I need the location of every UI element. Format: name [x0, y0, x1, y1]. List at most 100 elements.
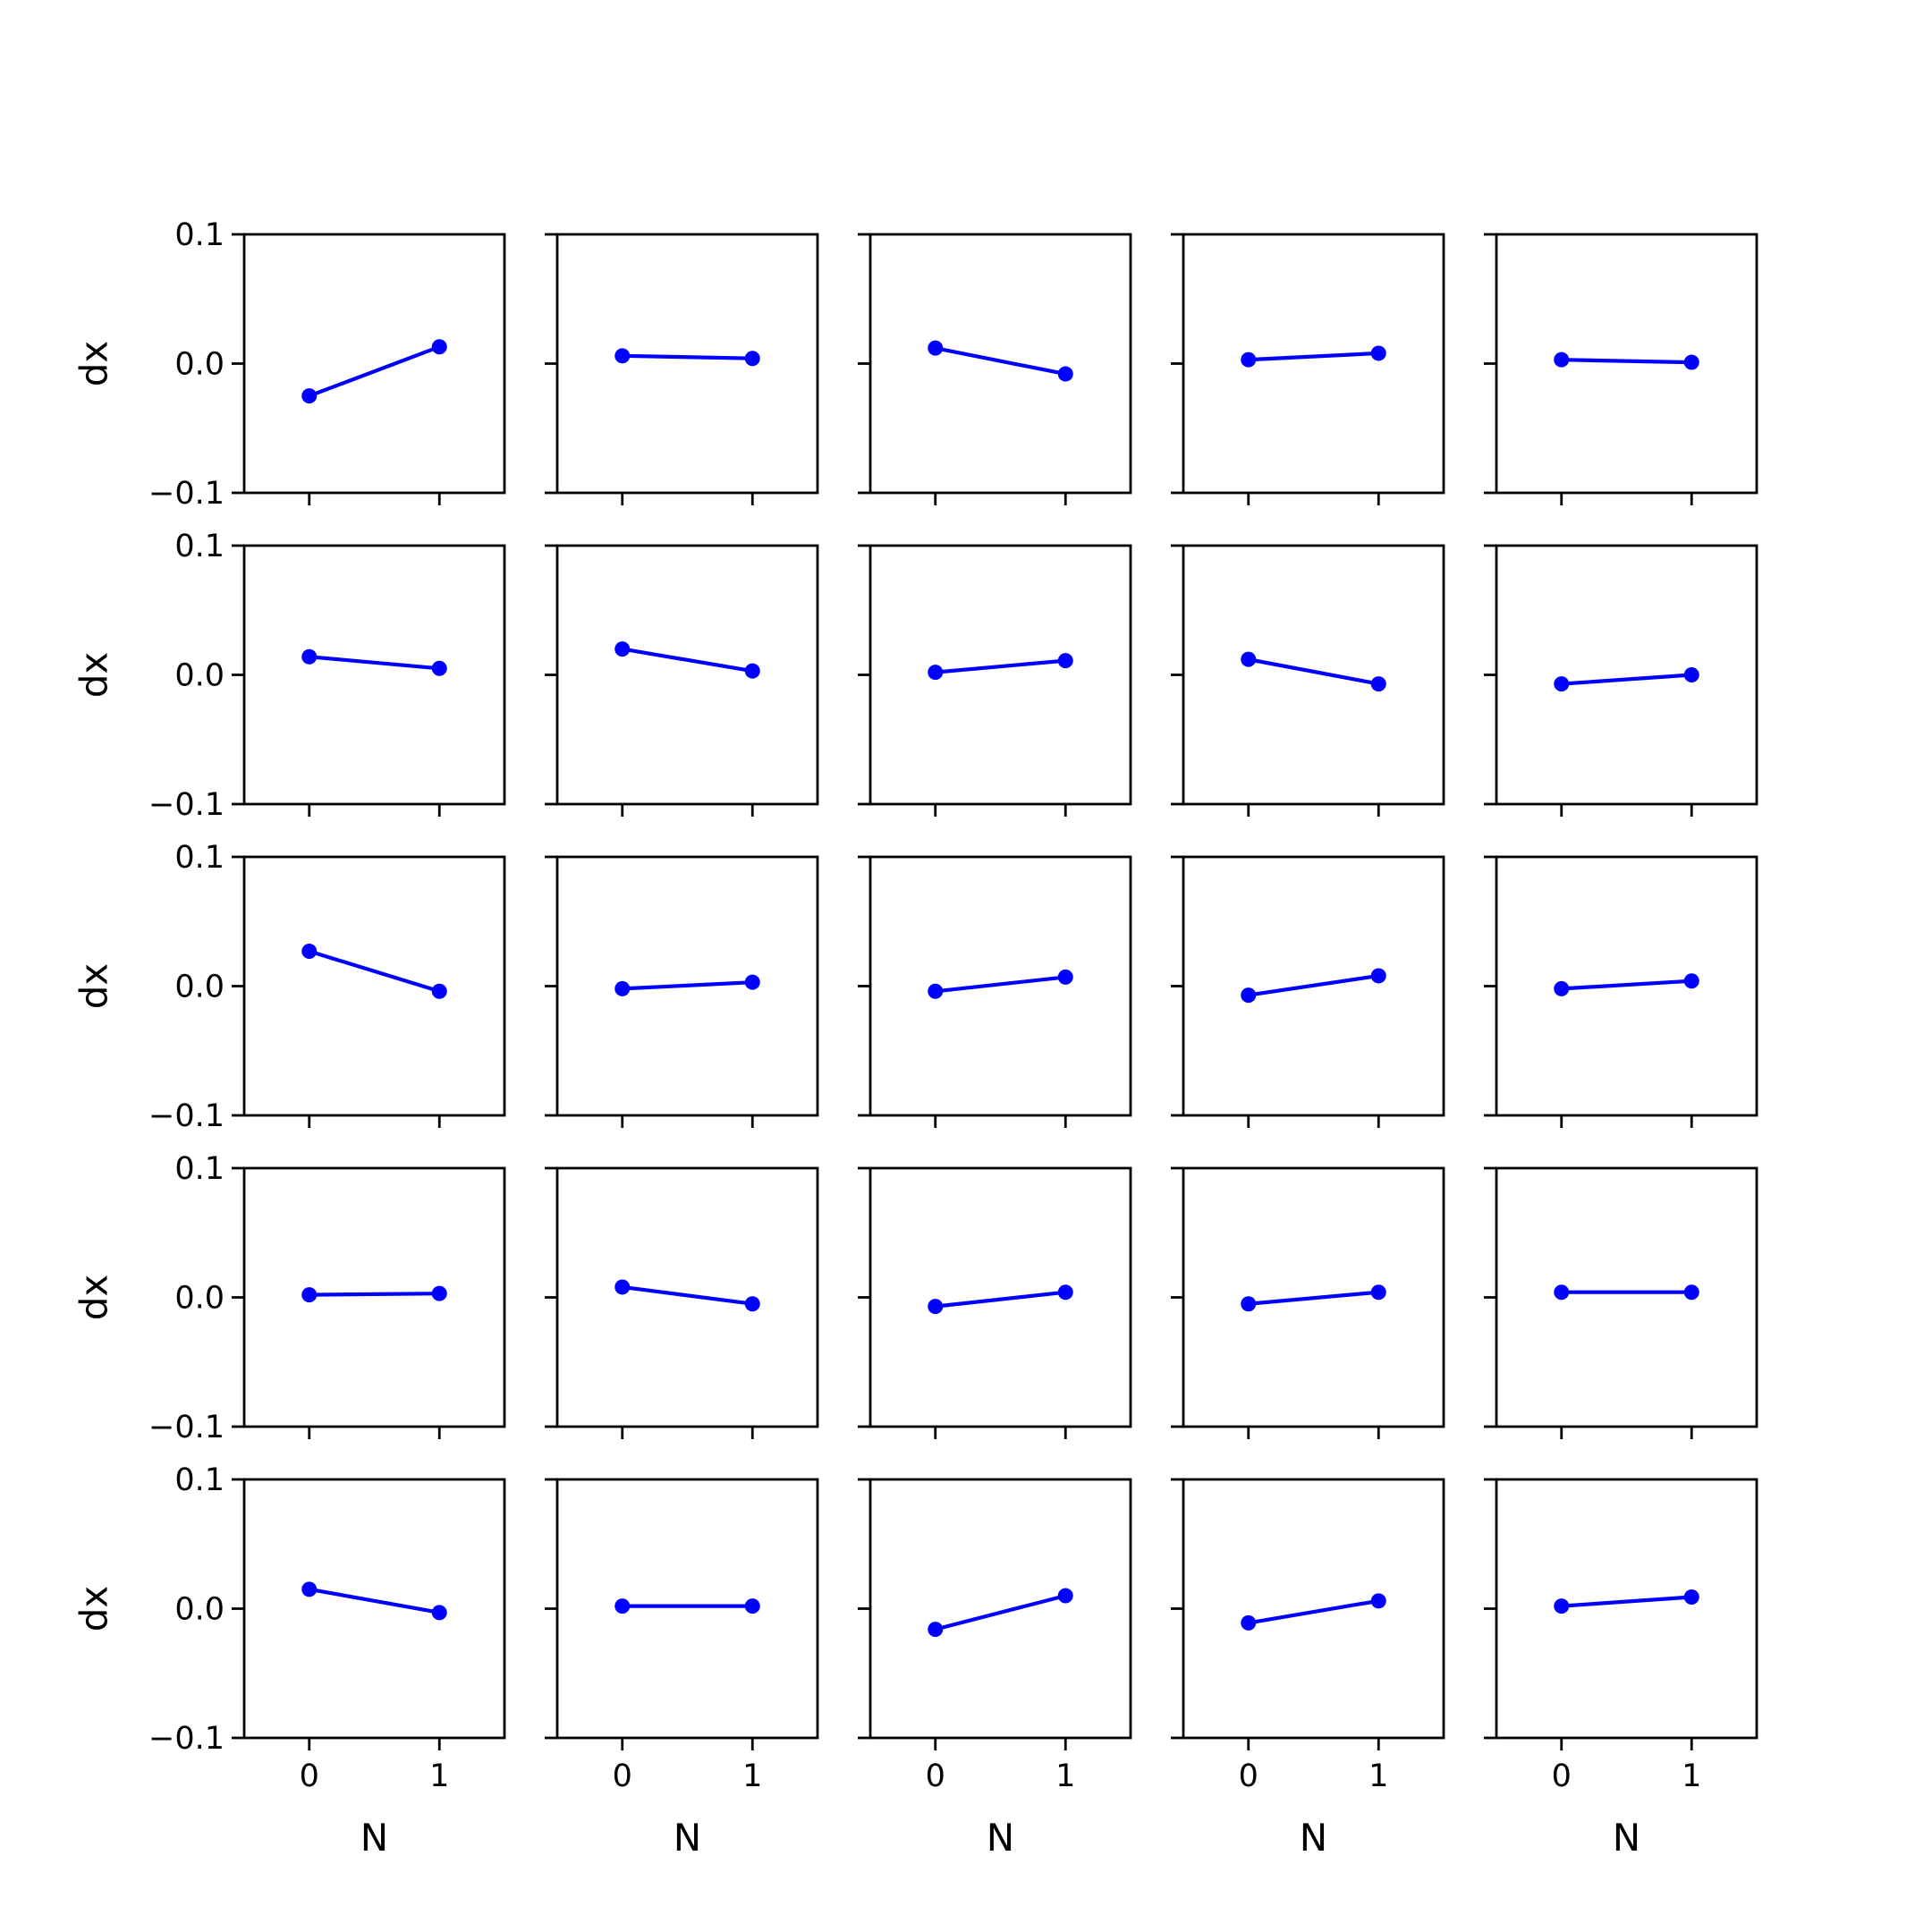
data-point-n1	[1057, 1284, 1073, 1301]
axes-frame	[242, 233, 506, 495]
y-tick-label: 0.1	[174, 840, 225, 876]
data-point-n0	[928, 665, 944, 681]
data-point-n1	[431, 660, 447, 676]
data-point-n0	[928, 1299, 944, 1315]
series-line	[1561, 358, 1692, 365]
subplot-r1-c2	[545, 233, 819, 505]
axes-frame	[1182, 1478, 1445, 1740]
axes-frame	[242, 1478, 506, 1740]
x-axis-label: N	[1613, 1816, 1640, 1860]
axes-frame	[555, 233, 819, 495]
axes-frame	[869, 1166, 1132, 1428]
axes-frame	[1495, 1166, 1758, 1428]
axes-frame	[1495, 1478, 1758, 1740]
data-point-n1	[431, 339, 447, 355]
series-line	[1248, 351, 1379, 362]
subplot-r3-c1: −0.1 0.0 0.1 dx	[72, 840, 506, 1134]
subplot-r3-c2	[545, 855, 819, 1128]
data-point-n1	[431, 1285, 447, 1301]
axes-frame	[242, 855, 506, 1117]
series-line	[622, 353, 753, 360]
x-tick-label: 0	[926, 1758, 945, 1794]
data-point-n0	[1241, 352, 1257, 368]
axes-frame	[869, 1478, 1132, 1740]
data-point-n0	[1554, 980, 1570, 996]
data-point-n0	[1241, 1296, 1257, 1312]
data-point-n0	[928, 983, 944, 999]
subplot-r5-c2: 0 1 N	[545, 1478, 819, 1860]
data-point-n0	[614, 1279, 631, 1295]
series-line	[935, 1593, 1066, 1631]
data-point-n1	[1057, 366, 1073, 382]
data-point-n1	[1370, 1593, 1386, 1609]
axes-frame	[869, 855, 1132, 1117]
x-tick-label: 0	[1239, 1758, 1258, 1794]
y-tick-label: 0.1	[174, 529, 225, 564]
y-tick-label: −0.1	[148, 476, 225, 512]
data-point-n0	[1241, 1614, 1257, 1631]
data-point-n1	[431, 1605, 447, 1621]
data-point-n1	[1683, 354, 1699, 370]
y-tick-label: 0.1	[174, 217, 225, 253]
y-tick-label: −0.1	[148, 1721, 225, 1757]
y-tick-label: 0.1	[174, 1151, 225, 1187]
data-point-n0	[1554, 676, 1570, 692]
series-line	[309, 949, 440, 994]
subplot-r5-c3: 0 1 N	[858, 1478, 1132, 1860]
subplot-r5-c1: −0.1 0.0 0.1 0 1 dx N	[72, 1462, 506, 1860]
series-line	[1248, 1598, 1379, 1625]
data-point-n1	[1683, 1589, 1699, 1605]
data-point-n0	[928, 340, 944, 356]
axes-frame	[1182, 233, 1445, 495]
series-line	[309, 344, 441, 398]
data-point-n0	[301, 1287, 318, 1303]
data-point-n0	[301, 388, 318, 404]
x-axis-label: N	[1300, 1816, 1327, 1860]
subplot-r4-c2	[545, 1166, 819, 1439]
axes-frame	[1495, 544, 1758, 806]
y-axis-label: dx	[72, 341, 116, 387]
x-tick-label: 1	[1368, 1758, 1388, 1794]
data-point-n0	[1241, 651, 1257, 667]
axes-frame	[555, 1166, 819, 1428]
data-point-n1	[744, 1296, 760, 1312]
data-point-n1	[1683, 667, 1699, 682]
series-line	[935, 975, 1066, 994]
series-line	[1248, 973, 1379, 997]
data-point-n1	[1683, 1284, 1699, 1301]
subplot-r1-c1: −0.1 0.0 0.1 dx	[72, 217, 506, 512]
data-point-n0	[614, 1598, 631, 1614]
series-line	[622, 647, 753, 674]
y-tick-label: −0.1	[148, 1410, 225, 1445]
axes-frame	[869, 233, 1132, 495]
data-point-n1	[1683, 973, 1699, 989]
x-tick-label: 0	[1552, 1758, 1572, 1794]
data-point-n1	[1057, 1588, 1073, 1604]
data-point-n1	[1370, 676, 1386, 692]
subplot-r2-c3	[858, 544, 1132, 817]
data-point-n0	[1554, 1598, 1570, 1614]
data-point-n0	[301, 943, 318, 959]
series-line	[1561, 979, 1692, 991]
x-axis-label: N	[360, 1816, 388, 1860]
subplot-r3-c3	[858, 855, 1132, 1128]
subplot-r4-c4	[1171, 1166, 1445, 1439]
y-axis-label: dx	[72, 1586, 116, 1632]
data-point-n0	[1554, 352, 1570, 368]
y-tick-label: 0.0	[174, 347, 225, 383]
data-point-n1	[744, 663, 760, 679]
data-point-n1	[431, 983, 447, 999]
x-tick-label: 1	[1682, 1758, 1701, 1794]
y-tick-label: 0.1	[174, 1462, 225, 1498]
series-line	[1561, 1595, 1692, 1608]
axes-frame	[555, 544, 819, 806]
data-point-n0	[1554, 1284, 1570, 1301]
data-point-n1	[1057, 969, 1073, 985]
subplot-r1-c5	[1484, 233, 1758, 505]
series-line	[935, 658, 1066, 674]
series-line	[935, 346, 1066, 377]
x-tick-label: 0	[300, 1758, 319, 1794]
series-line	[622, 980, 753, 991]
subplot-r2-c1: −0.1 0.0 0.1 dx	[72, 529, 506, 823]
